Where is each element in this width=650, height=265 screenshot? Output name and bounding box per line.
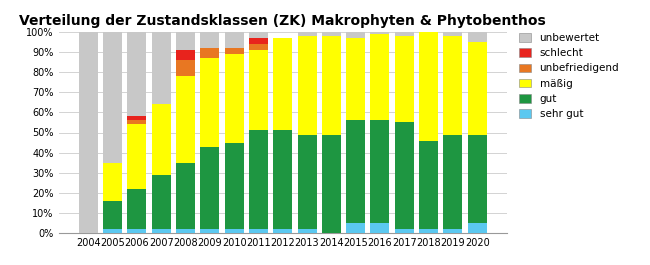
Bar [298, 229, 317, 233]
Bar [370, 120, 389, 223]
Bar [249, 44, 268, 50]
Bar [370, 223, 389, 233]
Bar [395, 122, 413, 229]
Bar [346, 38, 365, 120]
Legend: unbewertet, schlecht, unbefriedigend, mäßig, gut, sehr gut: unbewertet, schlecht, unbefriedigend, mä… [517, 31, 621, 121]
Bar [443, 135, 462, 229]
Bar [346, 223, 365, 233]
Bar [249, 32, 268, 38]
Bar [79, 32, 98, 233]
Bar [467, 223, 487, 233]
Bar [467, 32, 487, 42]
Bar [176, 163, 195, 229]
Bar [322, 135, 341, 233]
Bar [249, 130, 268, 229]
Bar [225, 54, 244, 143]
Bar [176, 76, 195, 163]
Bar [370, 32, 389, 34]
Bar [103, 163, 122, 201]
Bar [298, 36, 317, 135]
Bar [298, 135, 317, 229]
Bar [346, 32, 365, 38]
Bar [419, 32, 438, 140]
Bar [346, 120, 365, 223]
Bar [249, 50, 268, 130]
Bar [152, 229, 171, 233]
Bar [419, 229, 438, 233]
Bar [200, 229, 219, 233]
Bar [127, 189, 146, 229]
Bar [127, 120, 146, 125]
Bar [176, 229, 195, 233]
Bar [200, 147, 219, 229]
Bar [467, 135, 487, 223]
Bar [103, 229, 122, 233]
Bar [225, 32, 244, 48]
Bar [152, 104, 171, 175]
Bar [322, 36, 341, 135]
Bar [200, 58, 219, 147]
Bar [103, 201, 122, 229]
Bar [322, 32, 341, 36]
Bar [176, 60, 195, 76]
Bar [419, 140, 438, 229]
Bar [443, 36, 462, 135]
Bar [225, 48, 244, 54]
Bar [225, 143, 244, 229]
Bar [152, 175, 171, 229]
Bar [273, 229, 292, 233]
Bar [249, 38, 268, 44]
Bar [395, 32, 413, 36]
Bar [467, 42, 487, 135]
Bar [273, 130, 292, 229]
Bar [152, 32, 171, 104]
Bar [176, 50, 195, 60]
Bar [176, 32, 195, 50]
Bar [200, 32, 219, 48]
Bar [127, 116, 146, 120]
Bar [370, 34, 389, 120]
Bar [127, 125, 146, 189]
Bar [443, 229, 462, 233]
Bar [127, 229, 146, 233]
Bar [395, 229, 413, 233]
Bar [395, 36, 413, 122]
Title: Verteilung der Zustandsklassen (ZK) Makrophyten & Phytobenthos: Verteilung der Zustandsklassen (ZK) Makr… [20, 14, 546, 28]
Bar [103, 32, 122, 163]
Bar [443, 32, 462, 36]
Bar [225, 229, 244, 233]
Bar [249, 229, 268, 233]
Bar [200, 48, 219, 58]
Bar [127, 32, 146, 116]
Bar [273, 38, 292, 130]
Bar [298, 32, 317, 36]
